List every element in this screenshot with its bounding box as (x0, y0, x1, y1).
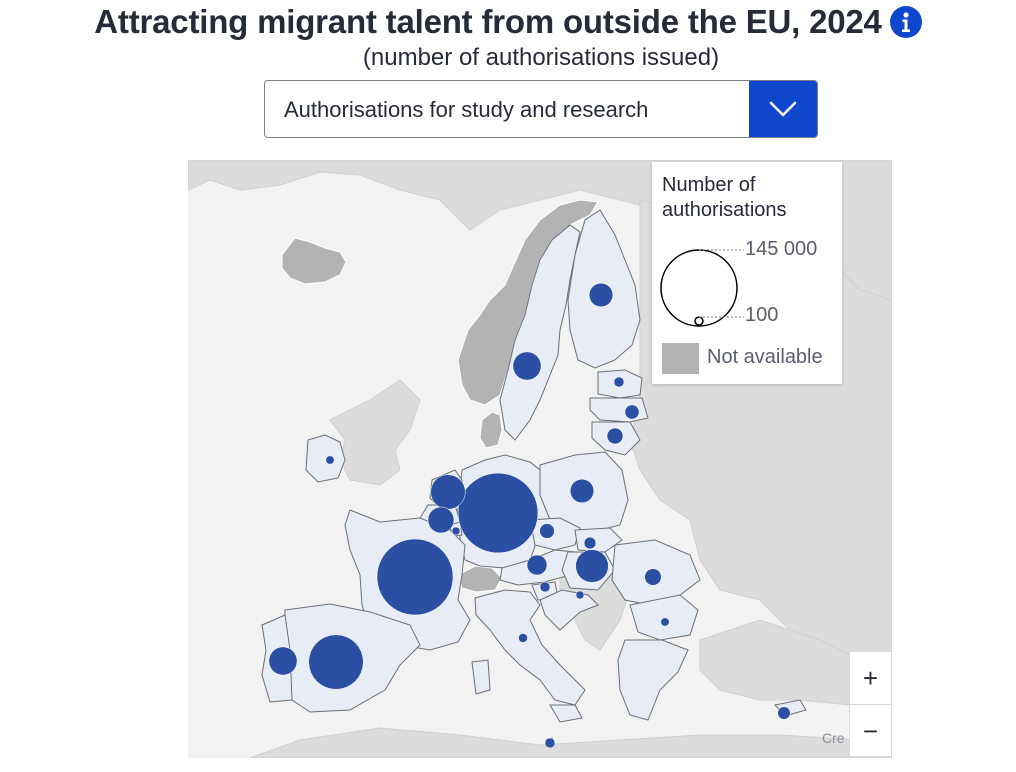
bubble-netherlands[interactable] (430, 474, 466, 510)
bubble-luxembourg[interactable] (451, 526, 461, 536)
legend-max-label: 145 000 (745, 238, 818, 260)
bubble-spain[interactable] (308, 634, 364, 690)
bubble-romania[interactable] (644, 568, 662, 586)
credits-link[interactable]: Cre (822, 730, 845, 746)
bubble-croatia[interactable] (575, 590, 585, 600)
bubble-layer[interactable] (268, 282, 791, 749)
bubble-poland[interactable] (569, 478, 595, 504)
info-icon[interactable] (889, 6, 922, 38)
bubble-germany[interactable] (457, 472, 539, 554)
bubble-bulgaria[interactable] (660, 617, 670, 627)
bubble-france[interactable] (376, 538, 454, 616)
legend-min-label: 100 (745, 304, 779, 326)
bubble-czechia[interactable] (539, 523, 555, 539)
dropdown-selected-value: Authorisations for study and research (284, 97, 649, 122)
bubble-slovakia[interactable] (583, 536, 597, 550)
not-available-countries (281, 199, 599, 593)
bubble-austria[interactable] (526, 554, 548, 576)
bubble-ireland[interactable] (325, 455, 335, 465)
info-glyph (901, 12, 910, 32)
bubble-malta[interactable] (544, 737, 556, 749)
bubble-lithuania[interactable] (606, 427, 624, 445)
chevron-down-icon (769, 101, 797, 117)
indicator-dropdown[interactable]: Authorisations for study and research (264, 80, 818, 138)
legend-na-label: Not available (707, 346, 823, 368)
bubble-slovenia[interactable] (539, 581, 551, 593)
legend-size-key (660, 249, 744, 327)
legend-min-circle (694, 316, 704, 326)
legend-max-circle (660, 249, 738, 327)
zoom-out-button[interactable]: − (862, 715, 879, 746)
bubble-italy[interactable] (518, 633, 528, 643)
bubble-finland[interactable] (588, 282, 614, 308)
legend-title: Number of authorisations (662, 174, 787, 221)
bubble-portugal[interactable] (268, 646, 298, 676)
zoom-control: + − (849, 651, 892, 757)
page-subtitle: (number of authorisations issued) (362, 44, 720, 71)
bubble-estonia[interactable] (613, 376, 625, 388)
page-title: Attracting migrant talent from outside t… (94, 3, 882, 40)
legend-na-swatch (662, 343, 699, 374)
dropdown-toggle-button[interactable] (749, 81, 817, 137)
bubble-belgium[interactable] (427, 506, 455, 534)
bubble-hungary[interactable] (575, 549, 609, 583)
bubble-latvia[interactable] (624, 404, 640, 420)
bubble-cyprus[interactable] (777, 706, 791, 720)
title-row: Attracting migrant talent from outside t… (0, 2, 1016, 42)
zoom-in-button[interactable]: + (850, 652, 891, 705)
legend-panel: Number of authorisations 145 000 100 Not… (652, 162, 842, 384)
bubble-sweden[interactable] (512, 351, 542, 381)
